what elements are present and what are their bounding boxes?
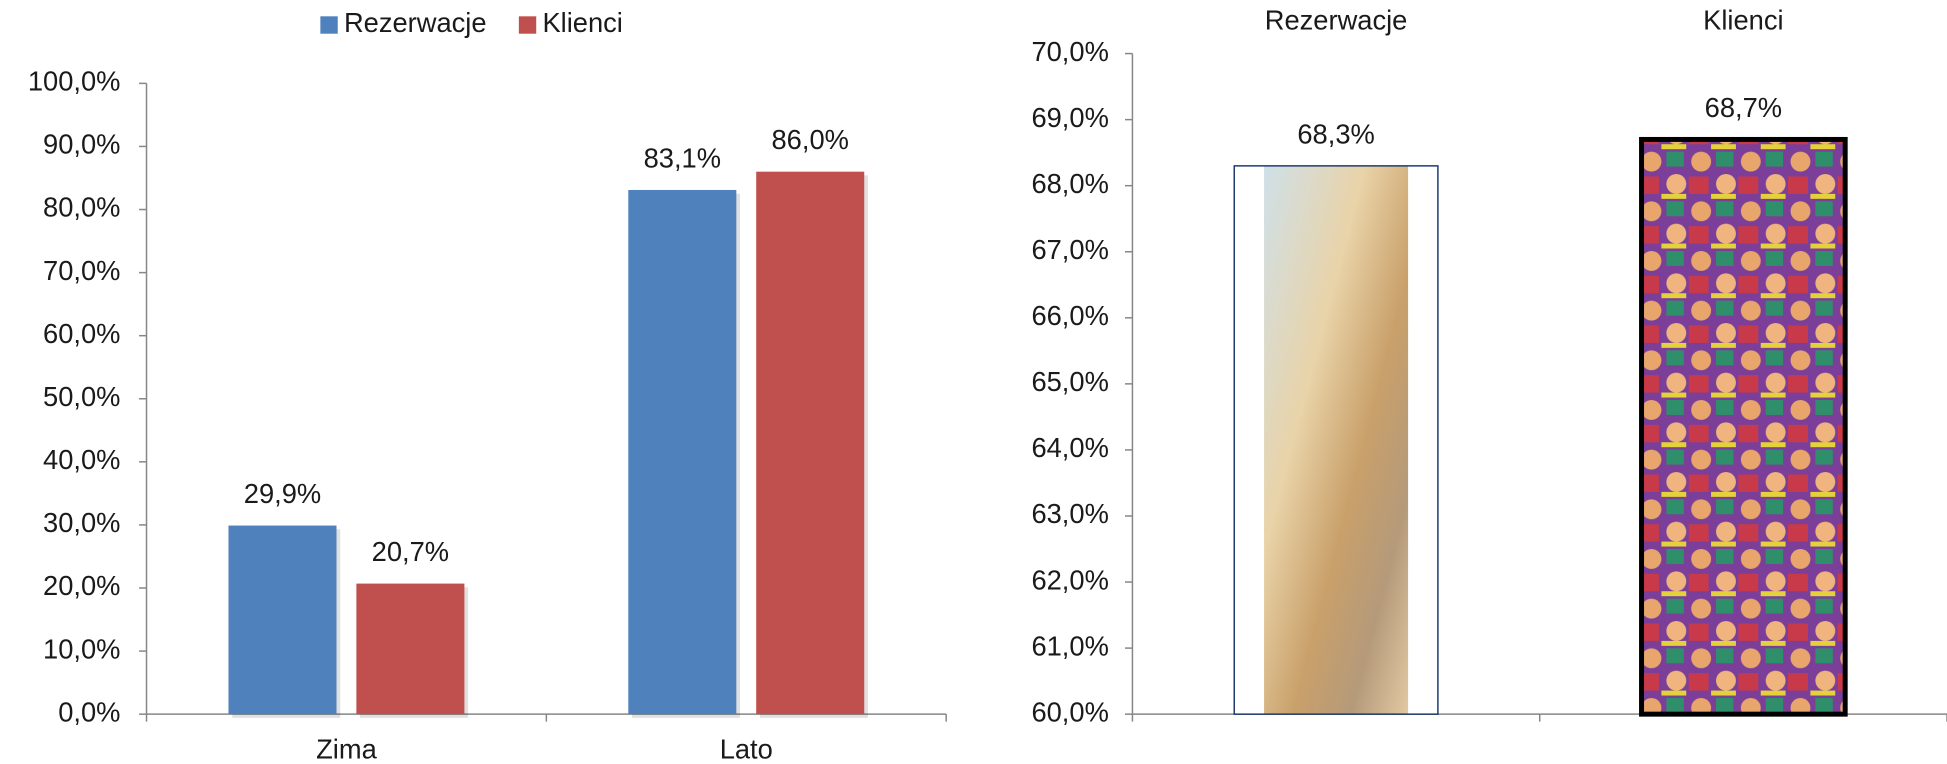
y-tick-label: 60,0%	[1031, 696, 1108, 727]
y-tick-label: 80,0%	[43, 192, 120, 223]
legend-swatch	[320, 16, 337, 33]
category-label: Klienci	[1703, 5, 1783, 36]
legend-swatch	[519, 16, 536, 33]
x-tick-label: Lato	[720, 734, 773, 764]
category-label: Rezerwacje	[1265, 5, 1408, 36]
y-tick-label: 61,0%	[1031, 630, 1108, 661]
bar	[228, 526, 336, 715]
y-tick-label: 20,0%	[43, 570, 120, 601]
x-tick-label: Zima	[316, 734, 377, 764]
value-label: 83,1%	[644, 142, 721, 173]
y-tick-label: 0,0%	[58, 696, 120, 727]
y-tick-label: 62,0%	[1031, 564, 1108, 595]
bar	[756, 172, 864, 714]
y-tick-label: 90,0%	[43, 129, 120, 160]
value-label: 29,9%	[244, 478, 321, 509]
bar	[1264, 166, 1408, 714]
y-tick-label: 64,0%	[1031, 432, 1108, 463]
y-tick-label: 10,0%	[43, 633, 120, 664]
y-tick-label: 66,0%	[1031, 300, 1108, 331]
value-label: 86,0%	[772, 124, 849, 155]
bar	[356, 584, 464, 715]
y-tick-label: 60,0%	[43, 318, 120, 349]
page: 0,0% 10,0% 20,0% 30,0% 40,0% 50,0% 60,0% 70,0% 8…	[0, 0, 1947, 764]
y-tick-label: 70,0%	[43, 255, 120, 286]
y-tick-label: 100,0%	[28, 66, 121, 97]
y-tick-label: 68,0%	[1031, 168, 1108, 199]
y-tick-label: 65,0%	[1031, 366, 1108, 397]
y-tick-label: 40,0%	[43, 444, 120, 475]
y-tick-label: 67,0%	[1031, 234, 1108, 265]
y-tick-label: 70,0%	[1031, 36, 1108, 67]
value-label: 68,3%	[1297, 118, 1374, 149]
y-tick-label: 50,0%	[43, 381, 120, 412]
legend-label: Rezerwacje	[344, 7, 487, 38]
value-label: 20,7%	[372, 536, 449, 567]
bar	[1642, 139, 1846, 714]
y-tick-label: 69,0%	[1031, 102, 1108, 133]
value-label: 68,7%	[1705, 92, 1782, 123]
y-tick-label: 30,0%	[43, 507, 120, 538]
legend-label: Klienci	[542, 7, 622, 38]
y-tick-label: 63,0%	[1031, 498, 1108, 529]
bar	[628, 190, 736, 714]
